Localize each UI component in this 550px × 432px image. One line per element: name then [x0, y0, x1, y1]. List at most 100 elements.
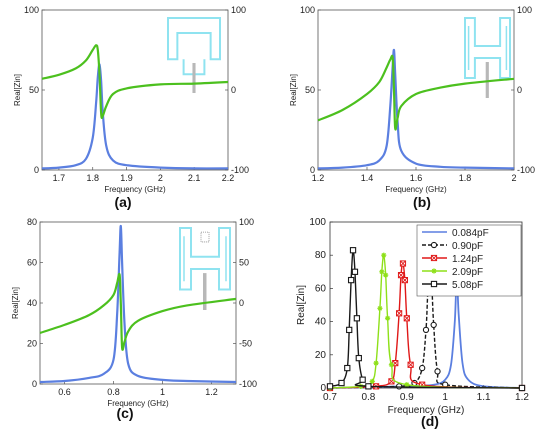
y-tick-label: 100 [309, 217, 326, 228]
data-point [344, 364, 351, 372]
y-axis-label: Real[Zin] [11, 287, 20, 319]
data-point [355, 354, 362, 362]
data-point [351, 268, 359, 275]
antenna-probe [192, 63, 196, 93]
data-point-cross [407, 361, 414, 368]
data-point [388, 362, 395, 368]
y-right-tick-label: -100 [231, 165, 249, 175]
y-right-tick-label: -100 [517, 165, 535, 175]
y-left-tick-label: 40 [27, 298, 37, 308]
data-point [349, 247, 357, 254]
x-axis-label: Frequency (GHz) [107, 399, 169, 408]
panel-caption: (d) [421, 413, 439, 429]
x-tick-label: 0.8 [107, 387, 120, 397]
y-axis-label: Real[Zin] [13, 74, 22, 106]
y-tick-label: 20 [315, 350, 327, 361]
antenna-inset-icon [464, 17, 511, 98]
x-tick-label: 1 [442, 392, 448, 403]
y-axis-label: Real[Zin] [289, 74, 298, 106]
data-point [359, 376, 366, 383]
data-point [431, 268, 437, 274]
panel-caption: (b) [413, 194, 431, 210]
data-point [518, 384, 526, 392]
y-tick-label: 80 [315, 250, 327, 261]
y-right-tick-label: 100 [239, 217, 254, 227]
x-tick-label: 0.8 [361, 392, 375, 403]
data-point [422, 326, 430, 334]
x-tick-label: 1.7 [53, 173, 66, 183]
data-point [404, 382, 410, 388]
plot-frame [317, 9, 515, 171]
x-tick-label: 1 [160, 387, 165, 397]
y-tick-label: 40 [315, 317, 327, 328]
x-tick-label: 1.6 [410, 173, 423, 183]
data-point-cross [396, 310, 403, 317]
x-tick-label: 2 [158, 173, 163, 183]
real-zin-line [317, 48, 515, 170]
data-point [430, 241, 438, 249]
antenna-inner-arms [467, 26, 508, 70]
panel-a: 1.7 1.8 1.9 2 2.1 2.2 0 50 100 -100 0 100 Frequency … [13, 5, 249, 210]
legend-label: 0.084pF [452, 228, 489, 239]
real-zin-line [39, 224, 237, 384]
y-left-tick-label: 0 [32, 379, 37, 389]
antenna-inner-arms [183, 236, 227, 282]
y-right-tick-label: 50 [239, 258, 249, 268]
data-point [381, 252, 387, 258]
x-axis-label: Frequency (GHz) [385, 185, 447, 194]
x-tick-label: 1.2 [312, 173, 325, 183]
capacitor-marker [200, 231, 210, 243]
data-point-cross [431, 255, 437, 261]
legend-label: 0.90pF [452, 241, 483, 252]
data-point-cross [400, 260, 406, 267]
data-point [383, 272, 389, 278]
y-right-tick-label: -50 [239, 339, 252, 349]
x-tick-label: 0.6 [58, 387, 71, 397]
data-point [379, 269, 385, 275]
y-left-tick-label: 60 [27, 258, 37, 268]
plot-frame [41, 9, 229, 171]
antenna-probe [203, 273, 207, 310]
data-point [373, 360, 379, 366]
data-point [419, 364, 426, 372]
y-right-tick-label: 100 [517, 5, 532, 15]
data-point [385, 315, 391, 321]
x-tick-label: 2 [511, 173, 516, 183]
y-right-tick-label: 100 [231, 5, 246, 15]
data-point [346, 326, 353, 334]
antenna-outline [167, 17, 221, 61]
x-tick-label: 0.9 [400, 392, 414, 403]
antenna-inset-icon [167, 17, 221, 93]
x-axis-label: Frequency (GHz) [104, 185, 166, 194]
x-tick-label: 1.2 [205, 387, 218, 397]
antenna-probe [485, 62, 489, 98]
panel-caption: (c) [116, 405, 133, 421]
data-point [347, 276, 355, 284]
x-tick-label: 1.8 [86, 173, 99, 183]
x-tick-label: 0.7 [323, 392, 337, 403]
legend-label: 2.09pF [452, 267, 483, 278]
imag-zin-line [39, 272, 237, 351]
x-tick-label: 2.1 [188, 173, 201, 183]
panel-c: 0.6 0.8 1 1.2 0 20 40 60 80 -100 -50 0 50 100 Frequenc… [11, 217, 257, 421]
data-point [434, 368, 441, 375]
y-left-tick-label: 80 [27, 217, 37, 227]
data-point [326, 383, 334, 390]
y-axis-label: Real[Zin] [296, 285, 307, 325]
x-tick-label: 1.1 [477, 392, 491, 403]
data-point-cross [403, 315, 410, 322]
x-tick-label: 1.9 [120, 173, 133, 183]
legend-label: 1.24pF [452, 254, 483, 265]
data-point-cross [398, 272, 404, 279]
panel-b: 1.2 1.4 1.6 1.8 2 0 50 100 -100 0 100 Frequency (GH… [289, 5, 535, 210]
data-point [365, 383, 372, 390]
y-left-tick-label: 0 [34, 165, 39, 175]
panel-d: 0.7 0.8 0.9 1 1.1 1.2 0 20 40 60 80 100 0.084pF 0.90p… [296, 217, 529, 429]
y-tick-label: 60 [315, 283, 327, 294]
y-right-tick-label: 0 [239, 298, 244, 308]
y-left-tick-label: 0 [310, 165, 315, 175]
y-right-tick-label: 0 [517, 85, 522, 95]
data-point-cross [401, 277, 408, 284]
x-tick-label: 1.2 [515, 392, 529, 403]
